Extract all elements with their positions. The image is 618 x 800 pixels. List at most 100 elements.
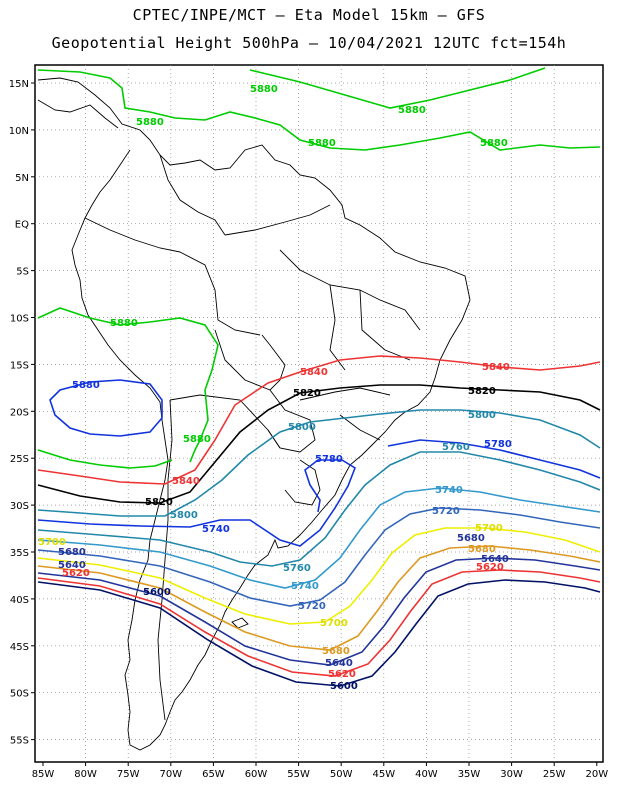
contour-5720: [37, 507, 601, 607]
contour-5780: [37, 459, 356, 547]
contour-5660: [37, 557, 601, 666]
lat-tick-label: 25S: [10, 454, 29, 465]
border-brazil-states: [279, 249, 421, 441]
contour-5800: [37, 409, 601, 517]
contour-5780-east: [387, 439, 601, 479]
label-5600-a: 5600: [330, 681, 358, 692]
south-america-coastline: [37, 77, 471, 751]
border-brazil-north: [224, 204, 331, 236]
label-5820-b: 5820: [468, 386, 496, 397]
contour-5880-south-pacific: [37, 449, 173, 469]
label-5800-c: 5800: [170, 510, 198, 521]
label-5780-a: 5780: [315, 454, 343, 465]
label-5840-c: 5840: [172, 476, 200, 487]
contour-5600: [37, 579, 601, 687]
contour-5620: [37, 569, 601, 677]
lon-tick-label: 75W: [117, 769, 140, 780]
axis-ticks: 85W 80W 75W 70W 65W 60W 55W 50W 45W 40W 35W 30W 25W 2…: [9, 79, 608, 780]
border-argentina-chile: [157, 399, 173, 721]
label-5680-a: 5680: [457, 533, 485, 544]
contour-5740: [37, 487, 601, 589]
lon-tick-label: 25W: [543, 769, 566, 780]
lon-tick-label: 60W: [245, 769, 268, 780]
label-5780-b: 5780: [484, 439, 512, 450]
label-5880-north-c: 5880: [136, 117, 164, 128]
lat-tick-label: 5S: [16, 267, 29, 278]
label-5640-b: 5640: [325, 658, 353, 669]
lat-tick-label: 55S: [10, 736, 29, 747]
lon-tick-label: 40W: [415, 769, 438, 780]
lat-tick-label: 10S: [10, 314, 29, 325]
label-5640-c: 5640: [58, 560, 86, 571]
contour-5700: [37, 527, 601, 625]
label-5700-a: 5700: [475, 523, 503, 534]
label-5800-b: 5800: [468, 410, 496, 421]
border-colombia-venezuela: [159, 154, 226, 236]
border-bolivia: [214, 329, 286, 391]
label-5840-a: 5840: [300, 367, 328, 378]
label-5760-b: 5760: [283, 563, 311, 574]
label-5880-north-b: 5880: [398, 105, 426, 116]
lon-tick-label: 80W: [74, 769, 97, 780]
contour-5840: [37, 355, 601, 485]
lat-tick-label: 45S: [10, 642, 29, 653]
height-contours: [37, 67, 601, 687]
contour-5880-north-b: [249, 67, 546, 109]
label-5880-north-e: 5880: [480, 138, 508, 149]
lat-tick-label: 10N: [9, 126, 29, 137]
label-5880-north-a: 5880: [250, 84, 278, 95]
label-5880-south-b: 5880: [183, 434, 211, 445]
border-peru-brazil: [179, 251, 261, 336]
label-5760-a: 5760: [442, 442, 470, 453]
lat-tick-label: 15N: [9, 79, 29, 90]
lon-tick-label: 70W: [159, 769, 182, 780]
label-5880-south: 5880: [110, 318, 138, 329]
lon-tick-label: 85W: [32, 769, 55, 780]
label-5700-b: 5700: [320, 618, 348, 629]
label-5720-b: 5720: [298, 601, 326, 612]
contour-5760: [37, 451, 601, 567]
central-america-coast: [37, 99, 119, 129]
label-5700-c: 5700: [38, 537, 66, 548]
lon-tick-label: 20W: [585, 769, 608, 780]
falklands: [231, 617, 249, 629]
label-5740-a: 5740: [435, 485, 463, 496]
label-5620-c: 5620: [62, 568, 90, 579]
contour-5880-high: [49, 379, 163, 437]
contour-5820: [37, 384, 601, 504]
border-uruguay: [284, 459, 321, 506]
label-5680-d: 5680: [58, 547, 86, 558]
border-argentina-north: [169, 394, 281, 449]
label-5620-a: 5620: [476, 562, 504, 573]
lon-tick-label: 50W: [330, 769, 353, 780]
lat-tick-label: 50S: [10, 689, 29, 700]
label-5620-b: 5620: [328, 669, 356, 680]
label-5720-a: 5720: [432, 506, 460, 517]
lon-tick-label: 30W: [500, 769, 523, 780]
label-5640-a: 5640: [481, 554, 509, 565]
label-5820-c: 5820: [145, 497, 173, 508]
border-colombia-peru: [84, 217, 181, 253]
lat-tick-label: 20S: [10, 407, 29, 418]
contour-labels: 5880 5880 5880 5880 5880 5880 5880 5880 …: [38, 84, 512, 692]
lat-tick-label: EQ: [15, 220, 29, 231]
label-5740-b: 5740: [291, 581, 319, 592]
label-5680-b: 5680: [468, 544, 496, 555]
lon-tick-label: 45W: [372, 769, 395, 780]
label-5780-c: 5740: [202, 524, 230, 535]
lon-tick-label: 35W: [458, 769, 481, 780]
country-borders: [37, 77, 471, 751]
chart-title-line2: Geopotential Height 500hPa – 10/04/2021 …: [51, 34, 567, 52]
label-5820-a: 5820: [293, 388, 321, 399]
lat-tick-label: 35S: [10, 548, 29, 559]
map-frame: [34, 64, 604, 763]
contour-5680: [37, 545, 601, 651]
label-5840-b: 5840: [482, 362, 510, 373]
contour-5880-south: [37, 307, 219, 463]
label-5800-a: 5800: [288, 422, 316, 433]
lat-tick-label: 5N: [15, 173, 29, 184]
lat-tick-label: 40S: [10, 595, 29, 606]
lon-tick-label: 55W: [287, 769, 310, 780]
contour-5880-north-a: [37, 69, 601, 151]
